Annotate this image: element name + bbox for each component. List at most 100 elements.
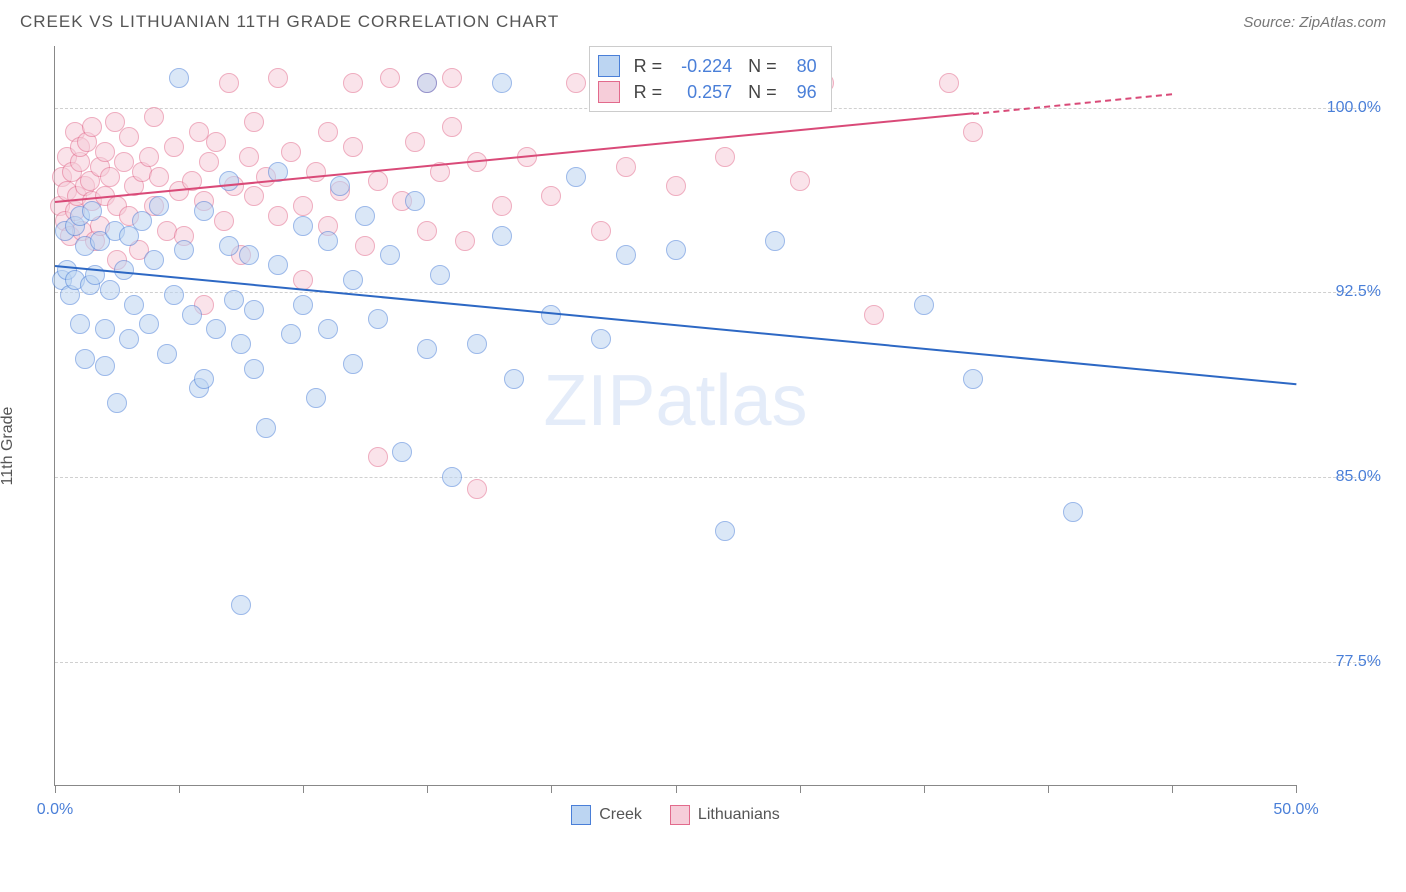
scatter-point <box>963 369 983 389</box>
scatter-point <box>343 73 363 93</box>
scatter-point <box>330 176 350 196</box>
scatter-point <box>492 73 512 93</box>
x-tick <box>1296 785 1297 793</box>
scatter-point <box>430 265 450 285</box>
y-tick-label: 85.0% <box>1336 468 1381 486</box>
trend-line <box>55 265 1296 385</box>
scatter-point <box>281 142 301 162</box>
scatter-point <box>169 68 189 88</box>
scatter-point <box>306 388 326 408</box>
stats-legend-box: R = -0.224 N = 80 R = 0.257 N = 96 <box>589 46 832 112</box>
scatter-point <box>206 132 226 152</box>
swatch-icon <box>670 805 690 825</box>
scatter-point <box>963 122 983 142</box>
scatter-point <box>194 369 214 389</box>
chart-container: Creek vs Lithuanian 11th Grade Correlati… <box>0 0 1406 892</box>
scatter-point <box>566 73 586 93</box>
scatter-point <box>164 285 184 305</box>
legend-item-series1: Creek <box>571 805 642 825</box>
scatter-point <box>343 137 363 157</box>
scatter-point <box>119 127 139 147</box>
x-tick <box>551 785 552 793</box>
y-tick-label: 77.5% <box>1336 653 1381 671</box>
y-tick-label: 92.5% <box>1336 283 1381 301</box>
scatter-point <box>95 356 115 376</box>
scatter-point <box>139 314 159 334</box>
scatter-point <box>405 132 425 152</box>
scatter-point <box>100 167 120 187</box>
x-tick <box>676 785 677 793</box>
scatter-point <box>199 152 219 172</box>
scatter-point <box>268 206 288 226</box>
scatter-point <box>442 68 462 88</box>
scatter-point <box>95 319 115 339</box>
scatter-point <box>914 295 934 315</box>
scatter-point <box>616 245 636 265</box>
scatter-point <box>214 211 234 231</box>
scatter-point <box>492 226 512 246</box>
watermark-text: ZIPatlas <box>543 360 807 442</box>
y-tick-label: 100.0% <box>1327 99 1381 117</box>
x-tick <box>427 785 428 793</box>
scatter-point <box>206 319 226 339</box>
scatter-point <box>343 354 363 374</box>
scatter-point <box>119 329 139 349</box>
x-tick <box>924 785 925 793</box>
scatter-point <box>765 231 785 251</box>
scatter-point <box>231 334 251 354</box>
scatter-point <box>442 117 462 137</box>
swatch-icon <box>571 805 591 825</box>
legend-item-series2: Lithuanians <box>670 805 780 825</box>
y-axis-label: 11th Grade <box>0 407 17 486</box>
scatter-point <box>281 324 301 344</box>
scatter-point <box>244 112 264 132</box>
scatter-point <box>124 295 144 315</box>
scatter-point <box>368 171 388 191</box>
scatter-point <box>139 147 159 167</box>
swatch-icon <box>598 81 620 103</box>
scatter-point <box>591 329 611 349</box>
trend-line <box>973 93 1172 115</box>
x-tick <box>303 785 304 793</box>
scatter-point <box>144 250 164 270</box>
scatter-point <box>219 236 239 256</box>
scatter-point <box>504 369 524 389</box>
scatter-point <box>239 245 259 265</box>
scatter-point <box>107 393 127 413</box>
scatter-point <box>75 349 95 369</box>
plot-area: ZIPatlas R = -0.224 N = 80 R = 0.257 N =… <box>54 46 1296 786</box>
scatter-point <box>219 73 239 93</box>
scatter-point <box>293 196 313 216</box>
stats-row-series1: R = -0.224 N = 80 <box>598 53 817 79</box>
scatter-point <box>417 221 437 241</box>
x-tick-label: 0.0% <box>37 801 73 819</box>
scatter-point <box>467 334 487 354</box>
scatter-point <box>244 186 264 206</box>
scatter-point <box>715 147 735 167</box>
scatter-point <box>467 479 487 499</box>
scatter-point <box>380 68 400 88</box>
x-tick-label: 50.0% <box>1273 801 1318 819</box>
scatter-point <box>100 280 120 300</box>
chart-body: 11th Grade ZIPatlas R = -0.224 N = 80 R … <box>0 36 1406 856</box>
scatter-point <box>715 521 735 541</box>
scatter-point <box>144 107 164 127</box>
scatter-point <box>293 295 313 315</box>
scatter-point <box>591 221 611 241</box>
x-tick <box>179 785 180 793</box>
scatter-point <box>939 73 959 93</box>
scatter-point <box>182 305 202 325</box>
scatter-point <box>244 359 264 379</box>
scatter-point <box>268 255 288 275</box>
scatter-point <box>224 290 244 310</box>
scatter-point <box>70 314 90 334</box>
x-tick <box>55 785 56 793</box>
gridline <box>55 662 1376 663</box>
scatter-point <box>95 142 115 162</box>
scatter-point <box>355 206 375 226</box>
scatter-point <box>405 191 425 211</box>
x-tick <box>1048 785 1049 793</box>
scatter-point <box>417 339 437 359</box>
scatter-point <box>566 167 586 187</box>
scatter-point <box>318 231 338 251</box>
